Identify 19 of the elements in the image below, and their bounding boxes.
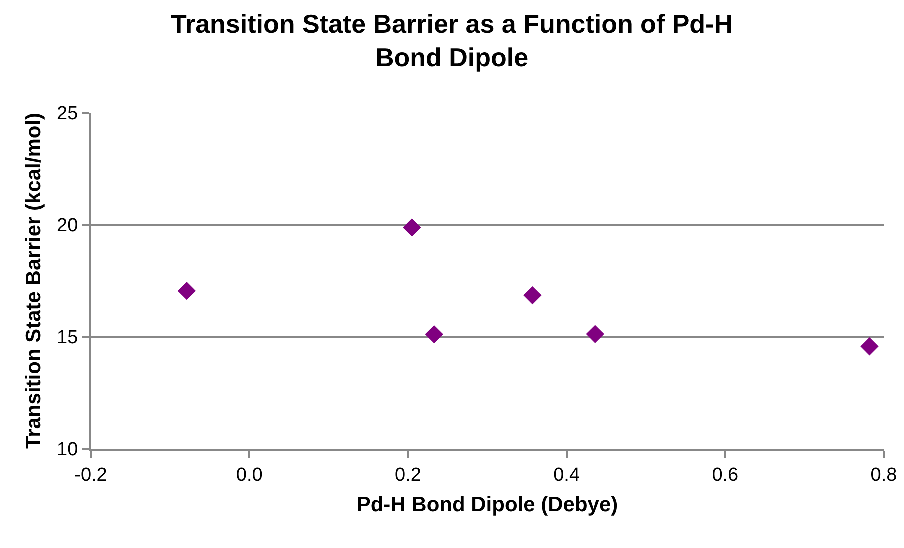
y-tick-label: 15 [57, 328, 78, 349]
point [586, 325, 604, 344]
point [524, 286, 542, 305]
x-tick-label: 0.8 [870, 464, 898, 486]
x-tick-label: 0.0 [236, 464, 263, 486]
y-tick-label: 25 [57, 104, 78, 125]
y-tick-label: 20 [57, 216, 78, 237]
y-axis-title: Transition State Barrier (kcal/mol) [22, 112, 46, 450]
x-tick-label: 0.4 [554, 464, 580, 486]
point [403, 218, 422, 237]
point [425, 325, 444, 344]
x-tick-label: -0.2 [74, 464, 108, 486]
point [860, 338, 879, 356]
chart-title: Transition State Barrier as a Function of Pd-H Bond Dipole [171, 8, 733, 73]
x-tick-label: 0.2 [394, 464, 422, 486]
point [178, 282, 196, 300]
y-tick-label: 10 [57, 440, 78, 461]
x-axis-title: Pd-H Bond Dipole (Debye) [356, 494, 618, 516]
x-tick-label: 0.6 [712, 464, 739, 486]
